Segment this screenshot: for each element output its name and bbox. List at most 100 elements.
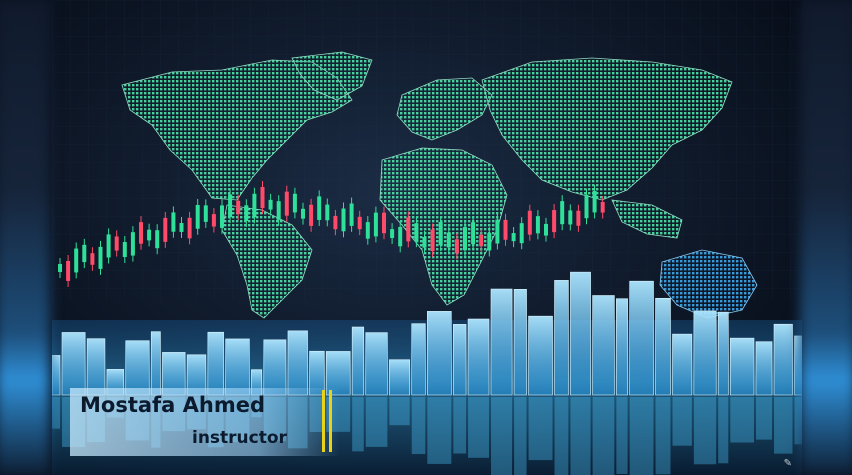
candle-body (568, 210, 573, 225)
skyline-building (554, 280, 569, 396)
skyline-building (61, 332, 86, 396)
candle-body (446, 232, 451, 248)
candle-body (260, 187, 265, 209)
candle-body (276, 201, 281, 220)
world-map-trading-scene (52, 0, 802, 475)
southeast-asia (611, 199, 683, 239)
candle-body (317, 196, 322, 220)
candle-body (406, 217, 411, 242)
candle-body (479, 234, 484, 247)
candle-body (325, 204, 330, 221)
accent-bars (320, 390, 338, 452)
candle-body (179, 223, 184, 232)
africa (379, 147, 508, 306)
candle-body (390, 229, 395, 238)
caption-backdrop (70, 388, 340, 456)
blurred-pillarbox-left (0, 0, 50, 475)
building-reflection (693, 397, 717, 465)
skyline-building (717, 311, 729, 396)
candle-body (106, 234, 111, 258)
skyline-building (616, 298, 628, 396)
skyline-building (794, 335, 802, 396)
candle-body (252, 193, 257, 218)
skyline-building (86, 338, 106, 396)
candle-body (373, 212, 378, 237)
building-reflection (352, 397, 364, 452)
skyline-building (592, 295, 615, 396)
candle-body (349, 203, 354, 226)
skyline-building (125, 340, 150, 396)
australia (659, 249, 758, 319)
skyline-building (150, 331, 161, 396)
blurred-pillarbox-right (800, 0, 852, 475)
candle-body (519, 223, 524, 244)
candle-body (503, 219, 508, 240)
candlestick-overlay (58, 181, 605, 287)
continents (121, 51, 758, 319)
candle-body (220, 205, 224, 228)
presenter-caption: Mostafa Ahmed instructor (70, 388, 350, 458)
candle-body (130, 232, 135, 256)
skyline-building (729, 337, 755, 396)
candle-body (398, 226, 403, 247)
skyline-building (453, 324, 467, 396)
skyline-building (467, 318, 490, 396)
candle-body (98, 246, 103, 269)
building-reflection (554, 397, 569, 475)
building-reflection (365, 397, 388, 447)
candle-body (203, 205, 208, 222)
candle-body (600, 202, 605, 213)
building-reflection (718, 397, 729, 464)
building-reflection (774, 397, 793, 454)
skyline-building (351, 326, 365, 396)
skyline-building (490, 288, 513, 396)
candle-body (211, 214, 216, 227)
bar-skyline (52, 271, 802, 396)
candle-body (454, 239, 459, 254)
building-reflection (629, 397, 654, 475)
skyline-building (207, 331, 224, 396)
candle-body (58, 264, 62, 272)
candle-body (584, 194, 589, 219)
skyline-building (513, 289, 527, 396)
building-reflection (453, 397, 467, 454)
candle-body (114, 236, 119, 251)
building-reflection (427, 397, 452, 464)
candle-body (309, 204, 314, 226)
building-reflection (794, 397, 802, 445)
candle-body (155, 230, 160, 249)
candle-body (535, 216, 540, 234)
candle-body (90, 253, 95, 265)
candle-body (487, 233, 492, 251)
greenland (291, 51, 373, 101)
europe (396, 77, 493, 141)
building-reflection (389, 397, 410, 426)
south-america (221, 204, 313, 319)
candle-body (357, 216, 362, 230)
skyline-building (693, 310, 717, 396)
building-reflection (655, 397, 671, 475)
skyline-building (755, 341, 773, 396)
candle-body (495, 219, 500, 244)
skyline-building (287, 330, 308, 396)
building-reflection (592, 397, 615, 475)
candle-body (74, 248, 79, 273)
candle-body (382, 212, 386, 234)
candle-body (463, 227, 467, 251)
building-reflection (528, 397, 553, 461)
candle-body (301, 208, 305, 219)
accent-bar (329, 390, 332, 452)
skyline-building (427, 311, 452, 396)
candle-body (122, 242, 127, 257)
candle-body (228, 194, 233, 218)
building-reflection (730, 397, 754, 443)
candle-body (422, 236, 427, 248)
candle-body (147, 229, 152, 241)
skyline-building (629, 280, 654, 396)
candle-body (195, 204, 200, 229)
skyline-building (528, 315, 553, 396)
skyline-building (225, 338, 250, 396)
building-reflection (411, 397, 426, 455)
candle-body (592, 190, 597, 213)
